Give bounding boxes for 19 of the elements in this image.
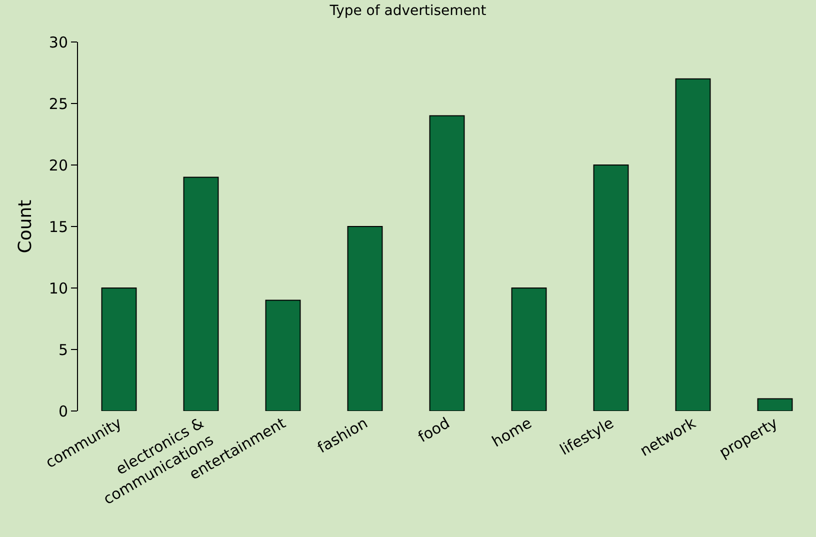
y-tick-label: 10 — [48, 279, 68, 298]
y-tick-label: 0 — [58, 402, 68, 420]
bar — [265, 300, 301, 411]
y-tick-label: 5 — [58, 340, 68, 359]
y-tick-label: 30 — [48, 33, 68, 52]
y-tick-label: 15 — [48, 218, 68, 236]
bar — [347, 226, 383, 411]
chart-title: Type of advertisement — [328, 3, 487, 20]
y-tick-label: 20 — [48, 156, 68, 174]
bar — [675, 78, 711, 411]
bar — [429, 115, 465, 411]
bar — [757, 398, 793, 411]
x-tick-label: food — [415, 414, 453, 446]
y-axis-title: Count — [15, 200, 36, 254]
bar — [101, 288, 137, 411]
y-tick-label: 25 — [48, 94, 68, 113]
bar — [183, 176, 219, 411]
bar — [593, 164, 629, 411]
bar — [511, 288, 547, 411]
